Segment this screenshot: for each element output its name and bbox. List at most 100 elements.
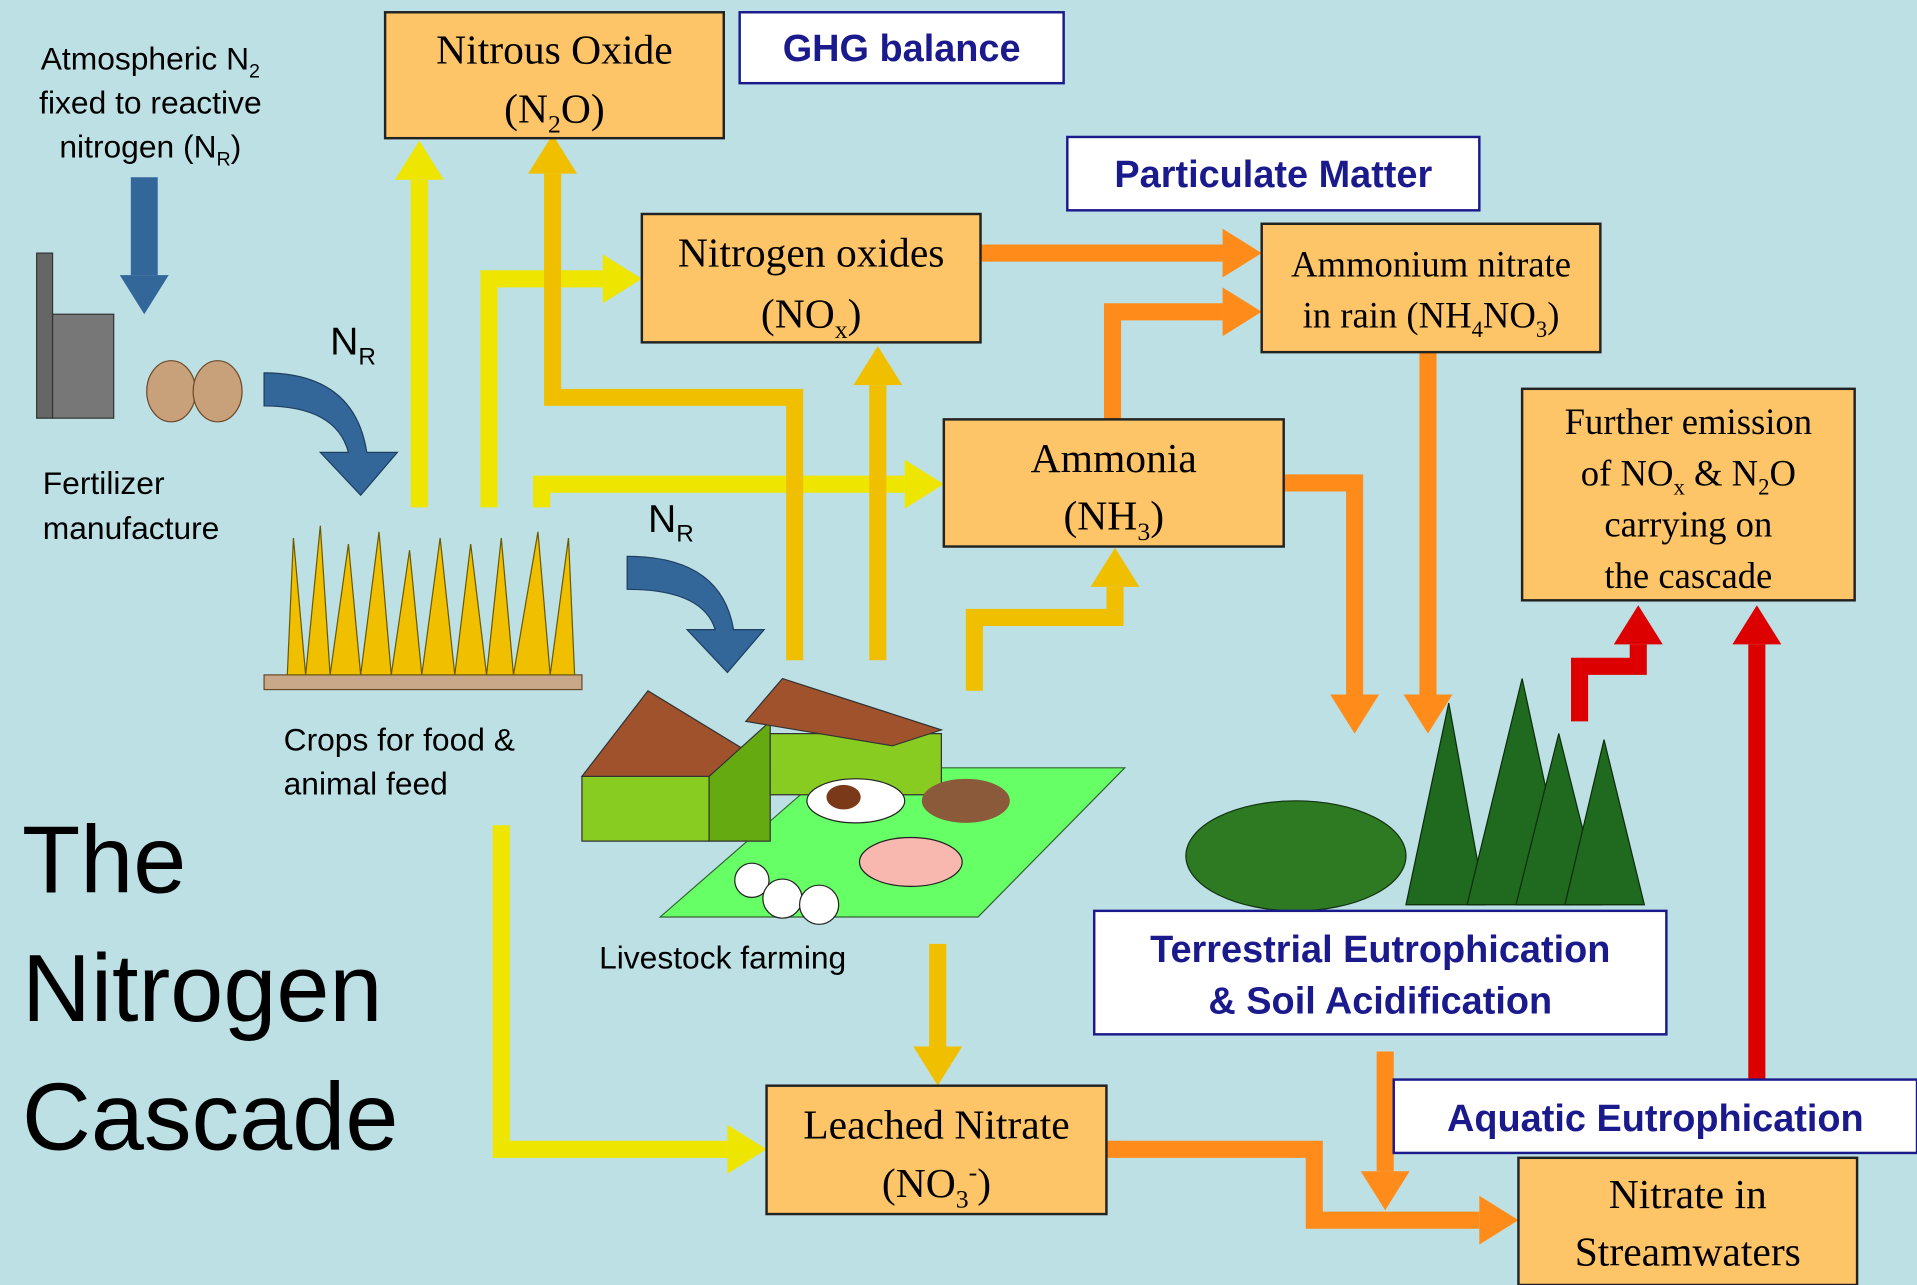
text-line: NR​ xyxy=(330,321,376,371)
arrow-shaft xyxy=(544,173,804,661)
title-line: Cascade xyxy=(22,1064,398,1170)
text-run: ) xyxy=(1150,492,1164,539)
arrow-head xyxy=(913,1046,963,1086)
subscript: x xyxy=(1673,475,1685,500)
text-run: N xyxy=(330,321,358,364)
text-line: Aquatic Eutrophication xyxy=(1447,1098,1864,1140)
text-run: ) xyxy=(231,129,242,165)
subscript: 2 xyxy=(548,110,561,139)
text-run: Aquatic Eutrophication xyxy=(1447,1098,1864,1140)
subscript: 3 xyxy=(956,1184,969,1213)
text-line: (NH3​) xyxy=(1063,492,1164,545)
text-run: fixed to reactive xyxy=(39,85,261,121)
title-line: The xyxy=(22,808,186,914)
arrow-shaft xyxy=(1106,1140,1480,1229)
text-run: & N xyxy=(1685,452,1758,493)
box xyxy=(765,1084,1108,1216)
text-run: in rain (NH xyxy=(1303,295,1472,336)
arrow-head xyxy=(1360,1171,1410,1211)
text-run: NO xyxy=(1483,295,1536,336)
text-line: Terrestrial Eutrophication xyxy=(1150,929,1610,971)
text-line: NR​ xyxy=(648,498,694,548)
subscript: 4 xyxy=(1472,317,1483,342)
texts: The Nitrogen Cascade Atmospheric N2​fixed t… xyxy=(22,27,1864,1275)
arrow-shaft xyxy=(1571,644,1647,722)
text-run: animal feed xyxy=(284,766,448,802)
text-run: Nitrate in xyxy=(1609,1171,1767,1217)
text-line: in rain (NH4​NO3​) xyxy=(1303,295,1560,342)
text-run: (NO xyxy=(882,1160,956,1207)
text-line: GHG balance xyxy=(783,28,1021,70)
box xyxy=(383,11,725,140)
arrow-head xyxy=(1479,1195,1519,1245)
text-line: (N2​O) xyxy=(504,85,605,138)
text-run: Livestock farming xyxy=(599,939,846,975)
text-line: the cascade xyxy=(1604,555,1772,596)
arrow-head xyxy=(1732,605,1782,645)
box xyxy=(1517,1156,1859,1285)
text-line: of NOx​ & N2​O xyxy=(1581,452,1796,499)
subscript: R xyxy=(676,521,694,548)
text-line: Streamwaters xyxy=(1575,1228,1801,1274)
text-run: Crops for food & xyxy=(284,722,515,758)
text-line: nitrogen (NR​) xyxy=(59,129,241,171)
text-line: Nitrate in xyxy=(1609,1171,1767,1217)
arrows xyxy=(119,134,1782,1245)
text-line: Atmospheric N2​ xyxy=(41,41,260,83)
arrow-shaft xyxy=(1283,474,1364,695)
text-run: O xyxy=(1769,452,1795,493)
box xyxy=(640,212,982,344)
text-run: manufacture xyxy=(43,510,220,546)
text-line: Crops for food & xyxy=(284,722,515,758)
text-run: ) xyxy=(977,1160,991,1207)
text-line: Ammonium nitrate xyxy=(1291,243,1571,284)
arrow-head xyxy=(119,275,169,315)
text-run: Ammonia xyxy=(1031,435,1197,481)
text-line: Nitrous Oxide xyxy=(436,27,673,73)
text-run: ) xyxy=(1547,295,1559,336)
curved-arrow xyxy=(626,555,766,674)
arrow-head xyxy=(1330,694,1380,734)
text-run: (NO xyxy=(761,291,835,338)
text-line: fixed to reactive xyxy=(39,85,261,121)
arrow-head xyxy=(394,140,444,180)
arrow-head xyxy=(602,254,642,304)
text-line: Fertilizer xyxy=(43,465,165,501)
text-run: ) xyxy=(848,291,862,338)
text-run: Further emission xyxy=(1565,401,1812,442)
superscript: - xyxy=(969,1157,978,1186)
arrow-head xyxy=(1613,605,1663,645)
effect-box xyxy=(1392,1078,1917,1155)
effect-box xyxy=(1066,135,1481,212)
text-run: Ammonium nitrate xyxy=(1291,243,1571,284)
text-line: Nitrogen oxides xyxy=(678,230,945,276)
text-run: Nitrogen oxides xyxy=(678,230,945,276)
text-line: Leached Nitrate xyxy=(803,1101,1069,1147)
subscript: R xyxy=(358,343,376,370)
text-line: animal feed xyxy=(284,766,448,802)
text-run: (N xyxy=(504,85,548,132)
title-line: Nitrogen xyxy=(22,936,382,1042)
subscript: 3 xyxy=(1536,317,1547,342)
text-line: manufacture xyxy=(43,510,220,546)
box xyxy=(1260,222,1602,354)
text-run: the cascade xyxy=(1604,555,1772,596)
text-run: nitrogen (N xyxy=(59,129,216,165)
arrow-shaft xyxy=(965,586,1124,691)
text-run: Fertilizer xyxy=(43,465,165,501)
box xyxy=(1520,387,1856,602)
text-run: & Soil Acidification xyxy=(1208,981,1552,1023)
text-run: Terrestrial Eutrophication xyxy=(1150,929,1610,971)
arrow-shaft xyxy=(480,270,603,508)
illustrations xyxy=(36,252,1646,925)
effect-box xyxy=(1092,909,1668,1036)
text-run: Leached Nitrate xyxy=(803,1101,1069,1147)
text-run: carrying on xyxy=(1604,504,1772,545)
arrow-head xyxy=(727,1124,767,1174)
box xyxy=(942,418,1285,548)
curved-arrow xyxy=(263,372,399,497)
text-line: Particulate Matter xyxy=(1114,154,1432,196)
text-line: carrying on xyxy=(1604,504,1772,545)
text-line: Livestock farming xyxy=(599,939,846,975)
